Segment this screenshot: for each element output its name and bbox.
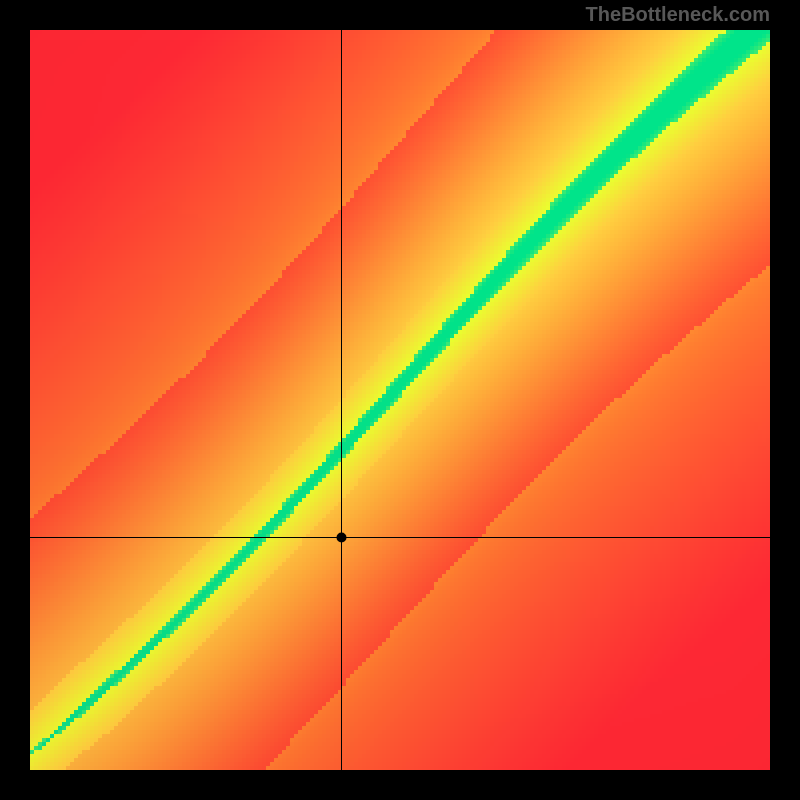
chart-container: TheBottleneck.com (0, 0, 800, 800)
attribution-text: TheBottleneck.com (586, 4, 770, 27)
plot-area (30, 30, 770, 770)
heatmap-canvas (30, 30, 770, 770)
